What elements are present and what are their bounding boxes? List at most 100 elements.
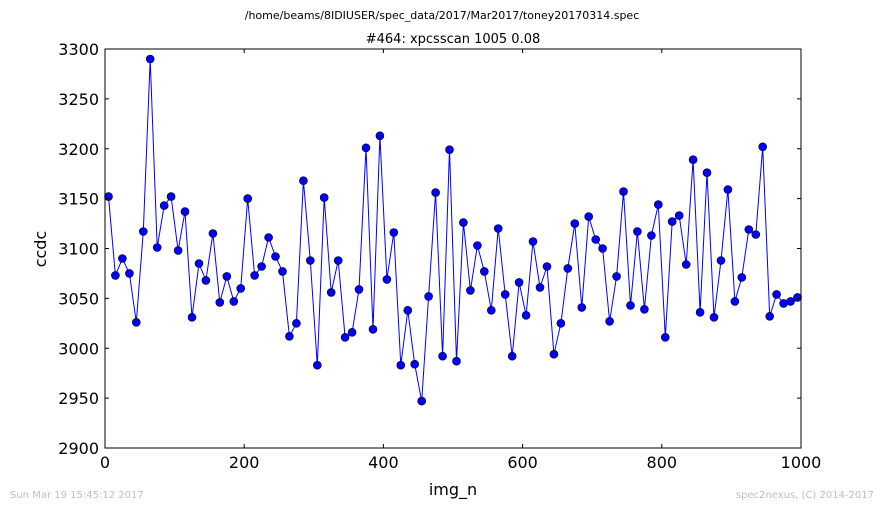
data-point — [751, 230, 761, 239]
data-point — [723, 185, 733, 194]
data-point — [208, 229, 218, 238]
y-tick-label: 3000 — [58, 339, 99, 358]
data-point — [528, 237, 538, 246]
data-point — [403, 305, 413, 315]
x-tick-label: 600 — [507, 453, 538, 472]
data-point — [681, 260, 691, 269]
data-point — [396, 360, 406, 370]
data-point — [479, 267, 489, 276]
data-point — [556, 318, 566, 328]
data-point — [473, 241, 482, 250]
data-point — [118, 254, 127, 263]
axes-frame — [104, 48, 802, 449]
axes-ticks: 0 200 400 600 800 1000 2900 2950 3000 3050 3100 315… — [58, 40, 821, 472]
data-point — [424, 292, 433, 301]
data-point — [312, 360, 322, 370]
data-point — [695, 307, 705, 317]
data-point — [549, 349, 559, 359]
data-point — [340, 332, 350, 342]
x-tick-label: 1000 — [781, 453, 822, 472]
data-point — [319, 193, 329, 202]
data-point — [535, 283, 545, 292]
footer-credit: spec2nexus, (C) 2014-2017 — [736, 490, 874, 501]
x-tick-label: 400 — [368, 453, 399, 472]
data-point — [507, 351, 517, 361]
data-point — [667, 217, 677, 226]
data-point — [716, 256, 726, 265]
x-tick-label: 0 — [100, 453, 110, 472]
data-point — [486, 305, 496, 315]
data-point — [452, 356, 461, 366]
data-point — [653, 200, 663, 209]
y-tick-label: 3200 — [58, 140, 99, 159]
data-point — [619, 187, 628, 196]
data-point — [145, 54, 155, 64]
data-point — [640, 304, 649, 314]
data-point — [111, 271, 120, 280]
data-point — [152, 243, 162, 252]
data-point — [765, 311, 775, 321]
y-tick-label: 3150 — [58, 190, 99, 209]
x-axis-label: img_n — [429, 480, 477, 500]
data-point — [570, 219, 580, 228]
data-point — [445, 145, 454, 154]
data-point — [493, 224, 503, 233]
data-point — [438, 351, 447, 361]
data-point — [793, 293, 802, 302]
data-point — [605, 316, 614, 326]
data-point — [709, 312, 719, 322]
data-point — [264, 233, 273, 242]
data-point — [688, 155, 698, 164]
footer-timestamp: Sun Mar 19 15:45:12 2017 — [10, 490, 144, 501]
y-tick-label: 3050 — [58, 289, 99, 308]
data-point — [591, 235, 601, 244]
data-point — [431, 188, 440, 197]
data-point — [285, 331, 294, 341]
data-point — [299, 176, 308, 185]
data-point — [612, 272, 621, 281]
data-point — [647, 231, 656, 240]
data-point — [542, 262, 552, 271]
data-point — [104, 192, 113, 201]
data-point — [354, 285, 364, 294]
data-point — [368, 324, 378, 334]
data-point — [730, 297, 740, 306]
data-point — [772, 290, 781, 299]
data-point — [125, 269, 134, 278]
x-tick-label: 200 — [229, 453, 260, 472]
x-tick-label: 800 — [647, 453, 678, 472]
data-point — [132, 317, 141, 327]
data-point — [194, 259, 204, 268]
data-point — [514, 278, 524, 287]
data-point — [598, 244, 607, 253]
plot-area — [104, 54, 802, 406]
data-point — [139, 227, 148, 236]
data-point — [577, 303, 587, 312]
data-point — [347, 327, 357, 337]
data-point — [466, 286, 475, 295]
data-point — [250, 271, 259, 280]
data-point — [674, 211, 684, 220]
data-point — [410, 359, 420, 369]
data-point — [292, 318, 301, 328]
data-point — [660, 332, 670, 342]
data-point — [229, 297, 239, 306]
data-point — [305, 256, 315, 265]
data-point — [563, 264, 573, 273]
data-point — [222, 272, 232, 281]
data-point — [389, 228, 399, 237]
data-point — [633, 227, 642, 236]
y-tick-label: 2950 — [58, 389, 99, 408]
data-point — [166, 192, 176, 201]
data-point — [180, 207, 190, 216]
data-point — [326, 288, 336, 297]
data-point — [159, 201, 169, 210]
data-point — [271, 252, 280, 261]
data-point — [201, 276, 211, 285]
data-point — [737, 273, 747, 282]
data-point — [584, 212, 594, 221]
y-axis-label: ccdc — [31, 231, 50, 268]
data-point — [758, 142, 768, 152]
data-point — [215, 298, 225, 307]
